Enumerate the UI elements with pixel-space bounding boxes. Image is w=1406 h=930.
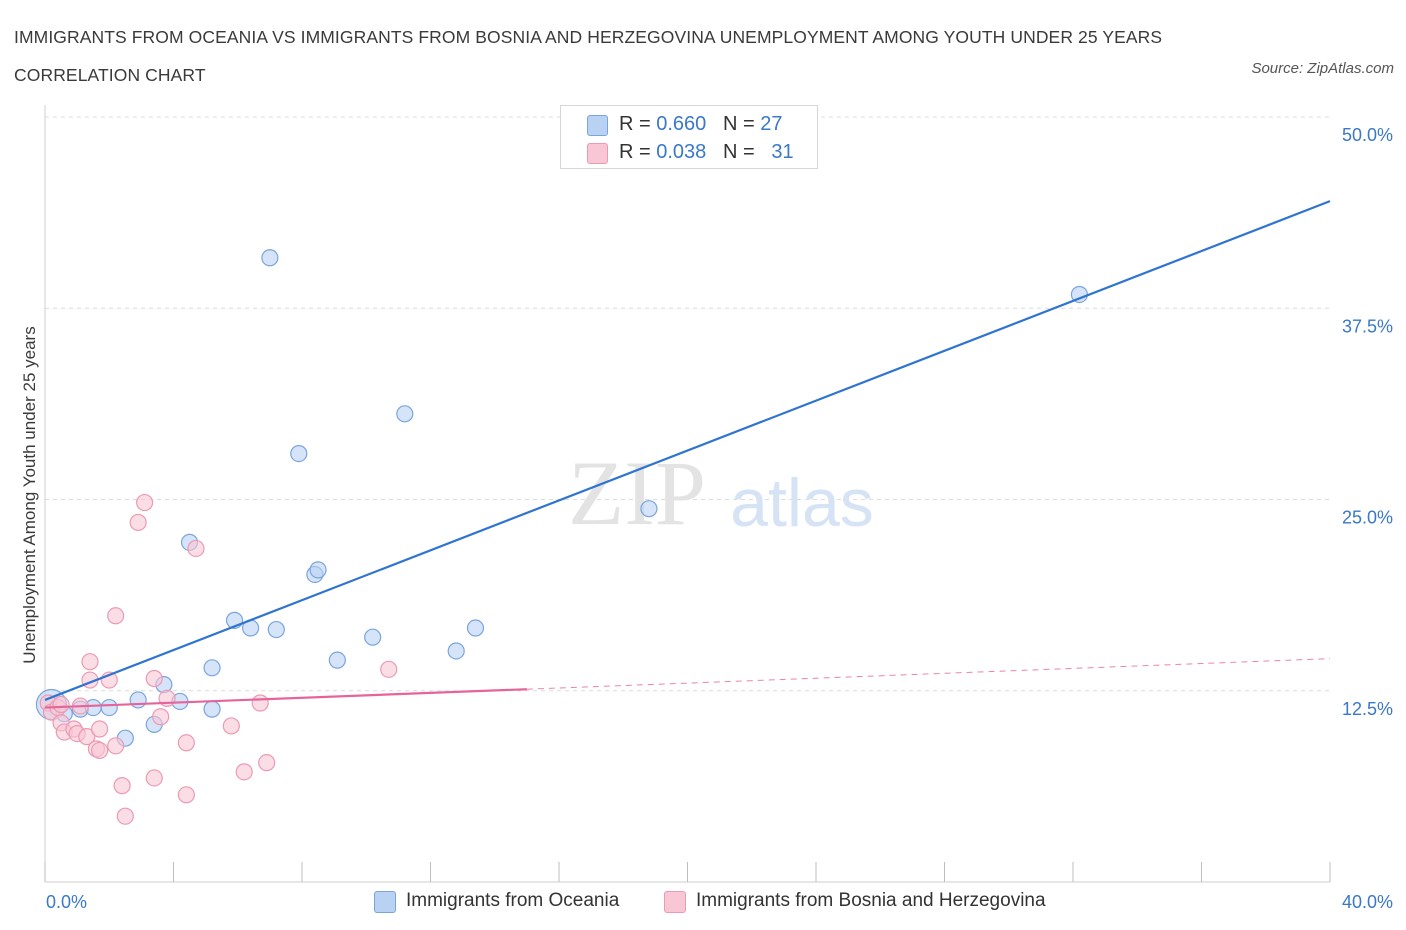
oceania-point <box>203 659 221 677</box>
oceania-point <box>261 249 279 267</box>
series-legend: Immigrants from Oceania Immigrants from … <box>0 888 1406 918</box>
watermark-atlas: atlas <box>730 465 874 541</box>
bosnia-point <box>152 708 170 726</box>
x-tick-label: 40.0% <box>1342 892 1393 912</box>
oceania-trend-line <box>44 200 1331 701</box>
grid-lines <box>45 116 1330 692</box>
bosnia-point <box>129 513 147 532</box>
axes <box>44 105 1331 883</box>
oceania-swatch <box>374 891 396 913</box>
x-tick-label: 0.0% <box>46 892 87 912</box>
oceania-swatch <box>587 115 608 136</box>
y-axis-label: Unemployment Among Youth under 25 years <box>20 326 39 663</box>
bosnia-point <box>145 669 163 688</box>
oceania-point <box>129 691 147 709</box>
bosnia-point <box>187 539 205 558</box>
bosnia-point <box>91 741 109 760</box>
bosnia-point <box>113 777 131 795</box>
source-label: Source: ZipAtlas.com <box>1251 60 1394 77</box>
bosnia-point <box>135 493 154 512</box>
bosnia-point <box>116 807 134 825</box>
oceania-point <box>328 651 346 669</box>
stats-text: R = 0.038 N = 31 <box>619 141 794 163</box>
bosnia-swatch <box>587 143 608 164</box>
oceania-point <box>396 405 414 423</box>
trend-lines <box>44 200 1331 709</box>
y-tick-label: 25.0% <box>1342 508 1393 528</box>
bosnia-point <box>145 769 163 787</box>
bosnia-point <box>251 694 269 712</box>
bosnia-point <box>107 737 125 755</box>
y-tick-label: 12.5% <box>1342 699 1393 719</box>
oceania-point <box>640 500 658 518</box>
oceania-point <box>100 698 118 717</box>
stats-legend: R = 0.660 N = 27 R = 0.038 N = 31 <box>560 105 818 169</box>
oceania-point <box>364 628 382 646</box>
bosnia-point <box>52 695 70 714</box>
bosnia-trend-line <box>44 688 527 709</box>
bosnia-point <box>81 653 99 671</box>
bosnia-point <box>177 786 195 804</box>
legend-label: Immigrants from Oceania <box>406 890 620 911</box>
legend-label: Immigrants from Bosnia and Herzegovina <box>696 890 1046 911</box>
y-tick-label: 50.0% <box>1342 125 1393 145</box>
stats-text: R = 0.660 N = 27 <box>619 113 783 135</box>
oceania-point <box>447 642 465 660</box>
bosnia-point <box>91 720 109 738</box>
data-points <box>35 249 1089 825</box>
oceania-point <box>466 619 485 637</box>
tick-labels: 12.5% 25.0% 37.5% 50.0% 0.0% 40.0% <box>46 125 1393 912</box>
bosnia-point <box>235 763 253 781</box>
bosnia-point <box>177 734 195 752</box>
bosnia-trend-extension <box>526 658 1331 690</box>
bosnia-point <box>222 717 240 735</box>
oceania-point <box>290 445 308 463</box>
bosnia-swatch <box>664 891 686 913</box>
bosnia-point <box>258 754 276 772</box>
bosnia-point <box>107 607 125 625</box>
bosnia-point <box>380 660 398 678</box>
chart-title: IMMIGRANTS FROM OCEANIA VS IMMIGRANTS FR… <box>14 27 1163 85</box>
oceania-point <box>203 700 221 718</box>
y-tick-label: 37.5% <box>1342 316 1393 336</box>
watermark-zip: ZIP <box>568 442 706 544</box>
oceania-point <box>267 620 285 639</box>
oceania-point <box>309 561 327 579</box>
bosnia-point <box>78 728 96 746</box>
